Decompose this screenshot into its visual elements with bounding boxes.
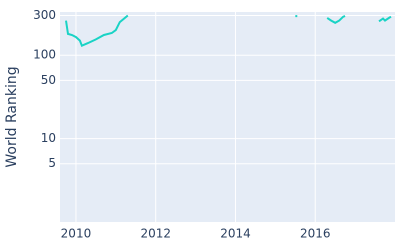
x-tick-label: 2010 bbox=[61, 227, 92, 241]
y-axis-title: World Ranking bbox=[4, 66, 20, 167]
y-tick-label: 300 bbox=[33, 8, 56, 22]
y-tick-label: 5 bbox=[48, 156, 56, 170]
x-tick-label: 2014 bbox=[220, 227, 251, 241]
x-tick-label: 2012 bbox=[140, 227, 171, 241]
x-tick-label: 2016 bbox=[300, 227, 331, 241]
y-tick-label: 100 bbox=[33, 48, 56, 62]
plot-area bbox=[60, 12, 395, 222]
y-tick-label: 50 bbox=[41, 73, 56, 87]
line bbox=[65, 14, 392, 48]
y-tick-label: 10 bbox=[41, 131, 56, 145]
